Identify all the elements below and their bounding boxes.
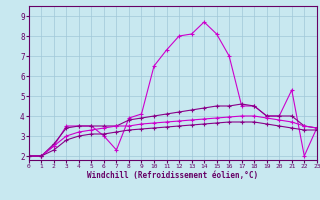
X-axis label: Windchill (Refroidissement éolien,°C): Windchill (Refroidissement éolien,°C) [87, 171, 258, 180]
